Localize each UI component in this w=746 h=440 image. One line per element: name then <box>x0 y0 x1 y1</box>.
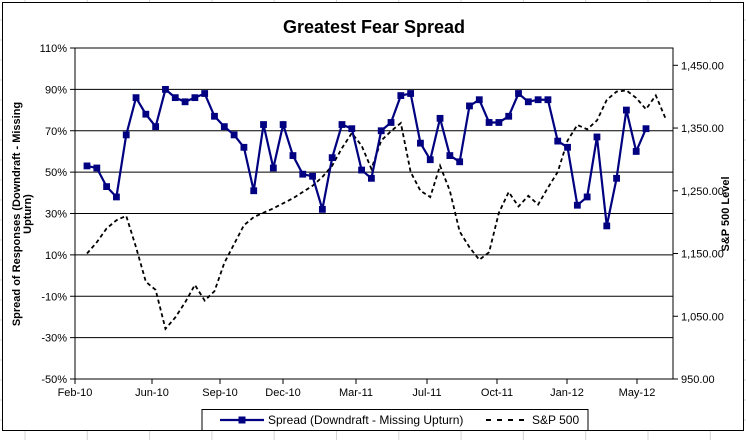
right-axis-tick-label: 950.00 <box>681 374 715 386</box>
left-axis-tick-label: -50% <box>41 374 67 386</box>
right-axis-tick-label: 1,050.00 <box>681 311 724 323</box>
spread-series-marker <box>436 114 444 122</box>
right-axis-tick-label: 1,150.00 <box>681 249 724 261</box>
left-axis-tick-label: -30% <box>41 333 67 345</box>
spread-series-line <box>86 87 648 227</box>
spread-series-marker <box>632 148 640 155</box>
spread-series-marker <box>593 133 601 141</box>
spread-series-marker <box>299 170 307 178</box>
left-axis-title-line2: Upturn) <box>22 194 34 234</box>
spread-series-marker <box>534 96 542 104</box>
spread-series-marker <box>220 123 228 131</box>
legend-box <box>201 409 589 431</box>
x-axis-tick-label: Mar-11 <box>339 387 373 399</box>
legend: Spread (Downdraft - Missing Upturn) S&P … <box>201 409 589 431</box>
spread-series-marker <box>475 96 483 104</box>
spread-series-marker <box>289 152 297 159</box>
spread-series-marker <box>426 156 434 164</box>
spread-series-marker <box>544 96 552 104</box>
x-axis-tick-label: Jul-11 <box>412 387 441 399</box>
spread-series-marker <box>466 102 473 110</box>
left-axis-tick-label: 110% <box>40 43 68 55</box>
legend-spread-marker-sample <box>238 416 246 424</box>
chart-title: Greatest Fear Spread <box>283 17 465 37</box>
x-axis-tick-label: Oct-11 <box>481 387 513 399</box>
spread-series-marker <box>495 119 503 126</box>
spread-series-marker <box>191 94 199 102</box>
spread-series-marker <box>377 127 385 135</box>
spread-series-marker <box>269 164 277 172</box>
spread-series-marker <box>181 98 189 106</box>
spread-series-marker <box>318 205 326 213</box>
spread-series-marker <box>162 85 169 93</box>
spread-series-marker <box>338 121 346 128</box>
spread-series-marker <box>397 92 405 99</box>
spread-series-marker <box>407 90 415 97</box>
spread-series-marker <box>613 174 620 182</box>
spread-series-marker <box>417 139 424 147</box>
left-axis-tick-label: 70% <box>45 126 67 138</box>
x-axis-tick-label: May-12 <box>619 387 656 399</box>
spread-series-marker <box>103 183 111 191</box>
spread-series-marker <box>171 94 179 102</box>
spread-series-marker <box>309 172 316 180</box>
spread-series-marker <box>279 121 287 128</box>
spread-series-marker <box>554 137 562 145</box>
right-axis-title: S&P 500 Level <box>720 176 732 251</box>
spread-series-marker <box>83 162 91 170</box>
spread-series-marker <box>573 201 581 209</box>
right-axis-tick-label: 1,250.00 <box>681 186 724 198</box>
spread-series-marker <box>152 123 160 131</box>
x-axis-tick-label: Jan-12 <box>550 387 584 399</box>
x-axis-tick-label: Dec-10 <box>265 387 300 399</box>
sp500-series-line <box>86 89 667 331</box>
spread-series-marker <box>201 90 209 97</box>
x-axis-tick-label: Feb-10 <box>58 387 93 399</box>
spread-series-marker <box>603 222 611 230</box>
spread-series-marker <box>328 154 336 162</box>
spread-series-marker <box>515 90 522 97</box>
left-axis-tick-label: 10% <box>45 250 67 262</box>
spread-series-marker <box>250 187 258 195</box>
spread-series-marker <box>240 143 248 151</box>
spread-series-marker <box>368 174 375 182</box>
spread-series-marker <box>142 110 150 118</box>
spread-series-marker <box>524 98 532 106</box>
legend-sp500-label: S&P 500 <box>532 413 579 427</box>
right-axis-tick-label: 1,350.00 <box>681 123 724 135</box>
spread-series-marker <box>583 193 591 201</box>
spread-series-marker <box>230 131 238 139</box>
spread-series-marker <box>505 112 513 120</box>
spread-series-marker <box>122 131 130 139</box>
left-axis-tick-label: -10% <box>41 291 67 303</box>
right-axis-tick-label: 1,450.00 <box>681 60 724 72</box>
spread-series-marker <box>642 125 650 133</box>
left-axis-tick-label: 90% <box>45 84 67 96</box>
left-axis-title-line1: Spread of Responses (Downdraft - Missing <box>11 102 23 326</box>
spread-series-marker <box>564 143 571 151</box>
left-axis-tick-label: 50% <box>45 167 67 179</box>
spread-series-marker <box>456 158 464 166</box>
spread-series-marker <box>622 106 630 114</box>
spread-series-marker <box>211 112 218 120</box>
x-axis-tick-label: Jun-10 <box>135 387 169 399</box>
spread-series-marker <box>485 119 493 126</box>
spread-series-marker <box>387 119 395 126</box>
spread-series-marker <box>358 166 365 174</box>
spread-series-marker <box>446 152 454 159</box>
spread-series-marker <box>93 164 101 172</box>
x-axis-tick-label: Sep-10 <box>202 387 237 399</box>
spread-series-marker <box>113 193 120 201</box>
spread-series-marker <box>348 125 356 133</box>
spread-series-marker <box>260 121 267 128</box>
spread-series-marker <box>132 94 140 102</box>
left-axis-tick-label: 30% <box>45 209 67 221</box>
legend-spread-label: Spread (Downdraft - Missing Upturn) <box>268 413 463 427</box>
